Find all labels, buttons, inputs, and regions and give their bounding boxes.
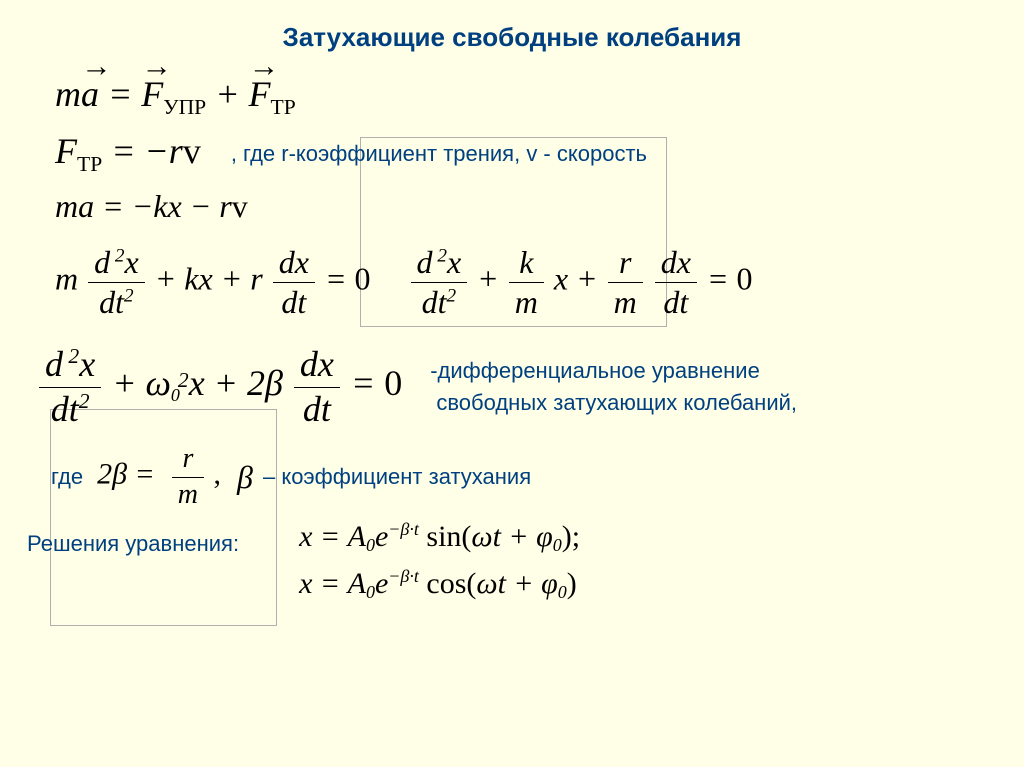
equation-solution-sin: x = A0e−β·t sin(ωt + φ0); [299, 519, 580, 556]
symbol-beta: β [237, 459, 253, 496]
equation-beta-def: 2β = rm , [97, 443, 221, 510]
desc-damping-coeff: – коэффициент затухания [263, 464, 531, 490]
equation-damped-canonical: d 2xdt2 + ω02x + 2β dxdt = 0 [37, 344, 402, 430]
desc-friction-coeff: , где r-коэффициент трения, v - скорость [231, 141, 647, 167]
desc-damped-differential: -дифференциальное уравнение свободных за… [430, 355, 797, 419]
equation-motion: ma = −kx − rv [55, 188, 248, 225]
desc-solutions-label: Решения уравнения: [27, 531, 239, 557]
content-area: ma = FУПР + FТР FТР = −rv , где r-коэффи… [0, 69, 1024, 603]
equation-friction-force: FТР = −rv [55, 130, 201, 177]
equation-newton-2nd-law: ma = FУПР + FТР [55, 73, 296, 120]
equation-diff-2: d 2xdt2 + km x + rm dxdt = 0 [409, 244, 753, 321]
desc-where: где [51, 464, 83, 490]
equation-diff-1: m d 2xdt2 + kx + r dxdt = 0 [55, 244, 371, 321]
equation-solution-cos: x = A0e−β·t cos(ωt + φ0) [299, 566, 580, 603]
